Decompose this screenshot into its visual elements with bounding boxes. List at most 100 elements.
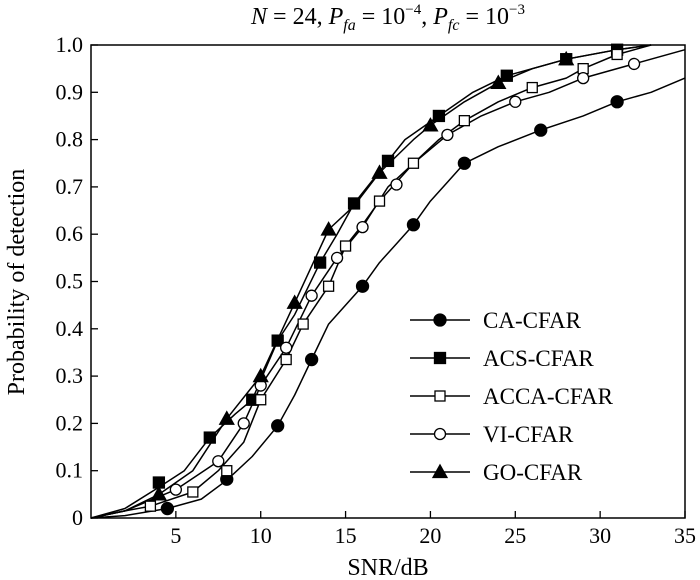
y-axis-label: Probability of detection <box>4 169 30 396</box>
point-acca-cfar-9 <box>407 157 420 169</box>
point-vi-cfar-4 <box>280 341 293 354</box>
point-go-cfar-7 <box>490 74 507 89</box>
point-acca-cfar-1 <box>187 486 199 498</box>
point-acs-cfar-7 <box>432 109 446 123</box>
x-axis-label: SNR/dB <box>347 555 428 580</box>
x-tick-label-35: 35 <box>674 523 696 548</box>
point-vi-cfar-5 <box>305 289 318 302</box>
title-n-symbol: N <box>250 4 269 30</box>
point-acs-cfar-5 <box>347 197 361 210</box>
legend-marker-acs-cfar <box>433 351 447 365</box>
point-acs-cfar-4 <box>313 256 327 269</box>
title-pfa-subscript: fa <box>343 17 355 34</box>
series-lines <box>90 44 686 519</box>
title-pfa-symbol: P <box>328 4 344 30</box>
legend-label-ca-cfar: CA-CFAR <box>483 308 582 333</box>
title-pfc-equals: = 10 <box>459 4 509 30</box>
point-vi-cfar-12 <box>627 57 641 71</box>
point-acca-cfar-2 <box>221 465 233 477</box>
point-vi-cfar-8 <box>390 178 403 191</box>
series-line-acs-cfar <box>90 44 652 519</box>
point-vi-cfar-6 <box>330 251 344 265</box>
point-acs-cfar-6 <box>381 154 395 168</box>
point-acca-cfar-4 <box>280 353 292 366</box>
series-line-acca-cfar <box>90 44 652 519</box>
point-vi-cfar-10 <box>509 95 522 108</box>
point-go-cfar-4 <box>320 221 337 236</box>
legend: CA-CFAR ACS-CFAR ACCA-CFAR VI-CFAR GO-CFAR <box>410 308 614 485</box>
title-pfa-exponent: −4 <box>405 2 421 18</box>
title-pfc-subscript: fc <box>448 17 460 34</box>
point-go-cfar-2 <box>252 367 269 383</box>
title-separator: , <box>421 4 433 30</box>
x-tick-label-15: 15 <box>335 523 357 548</box>
point-acs-cfar-3 <box>271 334 284 347</box>
y-tick-label-6: 0.6 <box>56 221 84 246</box>
point-ca-cfar-8 <box>610 95 624 109</box>
x-tick-label-10: 10 <box>250 523 272 548</box>
point-vi-cfar-9 <box>441 128 454 142</box>
y-tick-label-10: 1.0 <box>56 32 84 57</box>
point-acs-cfar-1 <box>203 431 216 444</box>
point-acca-cfar-10 <box>458 115 471 127</box>
legend-label-acca-cfar: ACCA-CFAR <box>483 384 614 409</box>
axis-ticks: 5 10 15 20 25 30 35 0 0.1 0.2 0.3 0.4 0.5 0.6 0.7 0.8 0.… <box>56 32 697 548</box>
point-ca-cfar-7 <box>534 123 548 137</box>
title-pfa-equals: = 10 <box>356 4 406 30</box>
point-go-cfar-3 <box>286 294 303 309</box>
point-ca-cfar-0 <box>160 501 175 516</box>
y-tick-label-7: 0.7 <box>56 174 84 199</box>
point-vi-cfar-0 <box>169 483 183 496</box>
series-markers <box>144 43 641 516</box>
point-acca-cfar-8 <box>373 195 386 207</box>
legend-marker-go-cfar <box>431 463 449 479</box>
y-tick-label-3: 0.3 <box>56 363 84 388</box>
point-acca-cfar-3 <box>255 394 267 406</box>
legend-marker-acca-cfar <box>434 390 446 402</box>
point-ca-cfar-2 <box>271 419 285 433</box>
point-go-cfar-5 <box>371 164 388 179</box>
title-pfc-symbol: P <box>432 4 448 30</box>
y-tick-label-5: 0.5 <box>56 269 84 294</box>
legend-label-acs-cfar: ACS-CFAR <box>483 346 594 371</box>
point-vi-cfar-7 <box>356 220 369 234</box>
point-acca-cfar-13 <box>611 48 623 61</box>
point-acca-cfar-6 <box>322 280 335 292</box>
legend-marker-vi-cfar <box>433 427 447 441</box>
point-acs-cfar-8 <box>500 69 513 82</box>
x-tick-label-5: 5 <box>170 523 181 548</box>
point-acca-cfar-0 <box>144 500 157 512</box>
title-n-value: = 24, <box>267 4 329 30</box>
point-go-cfar-8 <box>558 50 575 66</box>
series-line-go-cfar <box>90 44 652 519</box>
y-tick-label-4: 0.4 <box>56 316 84 341</box>
point-ca-cfar-6 <box>457 156 472 170</box>
legend-label-vi-cfar: VI-CFAR <box>483 422 574 447</box>
point-acca-cfar-5 <box>297 318 309 330</box>
point-go-cfar-1 <box>218 410 235 425</box>
x-tick-label-25: 25 <box>504 523 526 548</box>
x-tick-label-20: 20 <box>419 523 441 548</box>
point-ca-cfar-3 <box>304 352 319 367</box>
point-acca-cfar-7 <box>339 240 352 252</box>
point-ca-cfar-4 <box>355 279 370 293</box>
series-line-ca-cfar <box>90 77 686 519</box>
x-tick-label-30: 30 <box>589 523 611 548</box>
y-tick-label-9: 0.9 <box>56 79 84 104</box>
series-line-vi-cfar <box>90 48 686 519</box>
legend-label-go-cfar: GO-CFAR <box>483 460 583 485</box>
y-tick-label-1: 0.1 <box>56 458 84 483</box>
point-go-cfar-0 <box>150 486 167 501</box>
point-acca-cfar-11 <box>526 81 538 94</box>
point-vi-cfar-2 <box>237 417 250 430</box>
y-tick-label-8: 0.8 <box>56 127 84 152</box>
plot-frame <box>90 44 686 519</box>
title-pfc-exponent: −3 <box>509 2 525 18</box>
y-tick-label-0: 0 <box>72 505 83 530</box>
point-vi-cfar-11 <box>577 71 590 85</box>
chart-title: N = 24, Pfa = 10−4, Pfc = 10−3 <box>250 2 525 34</box>
legend-marker-ca-cfar <box>433 313 447 327</box>
point-ca-cfar-5 <box>406 218 421 232</box>
y-tick-label-2: 0.2 <box>56 410 84 435</box>
point-vi-cfar-1 <box>212 455 225 468</box>
